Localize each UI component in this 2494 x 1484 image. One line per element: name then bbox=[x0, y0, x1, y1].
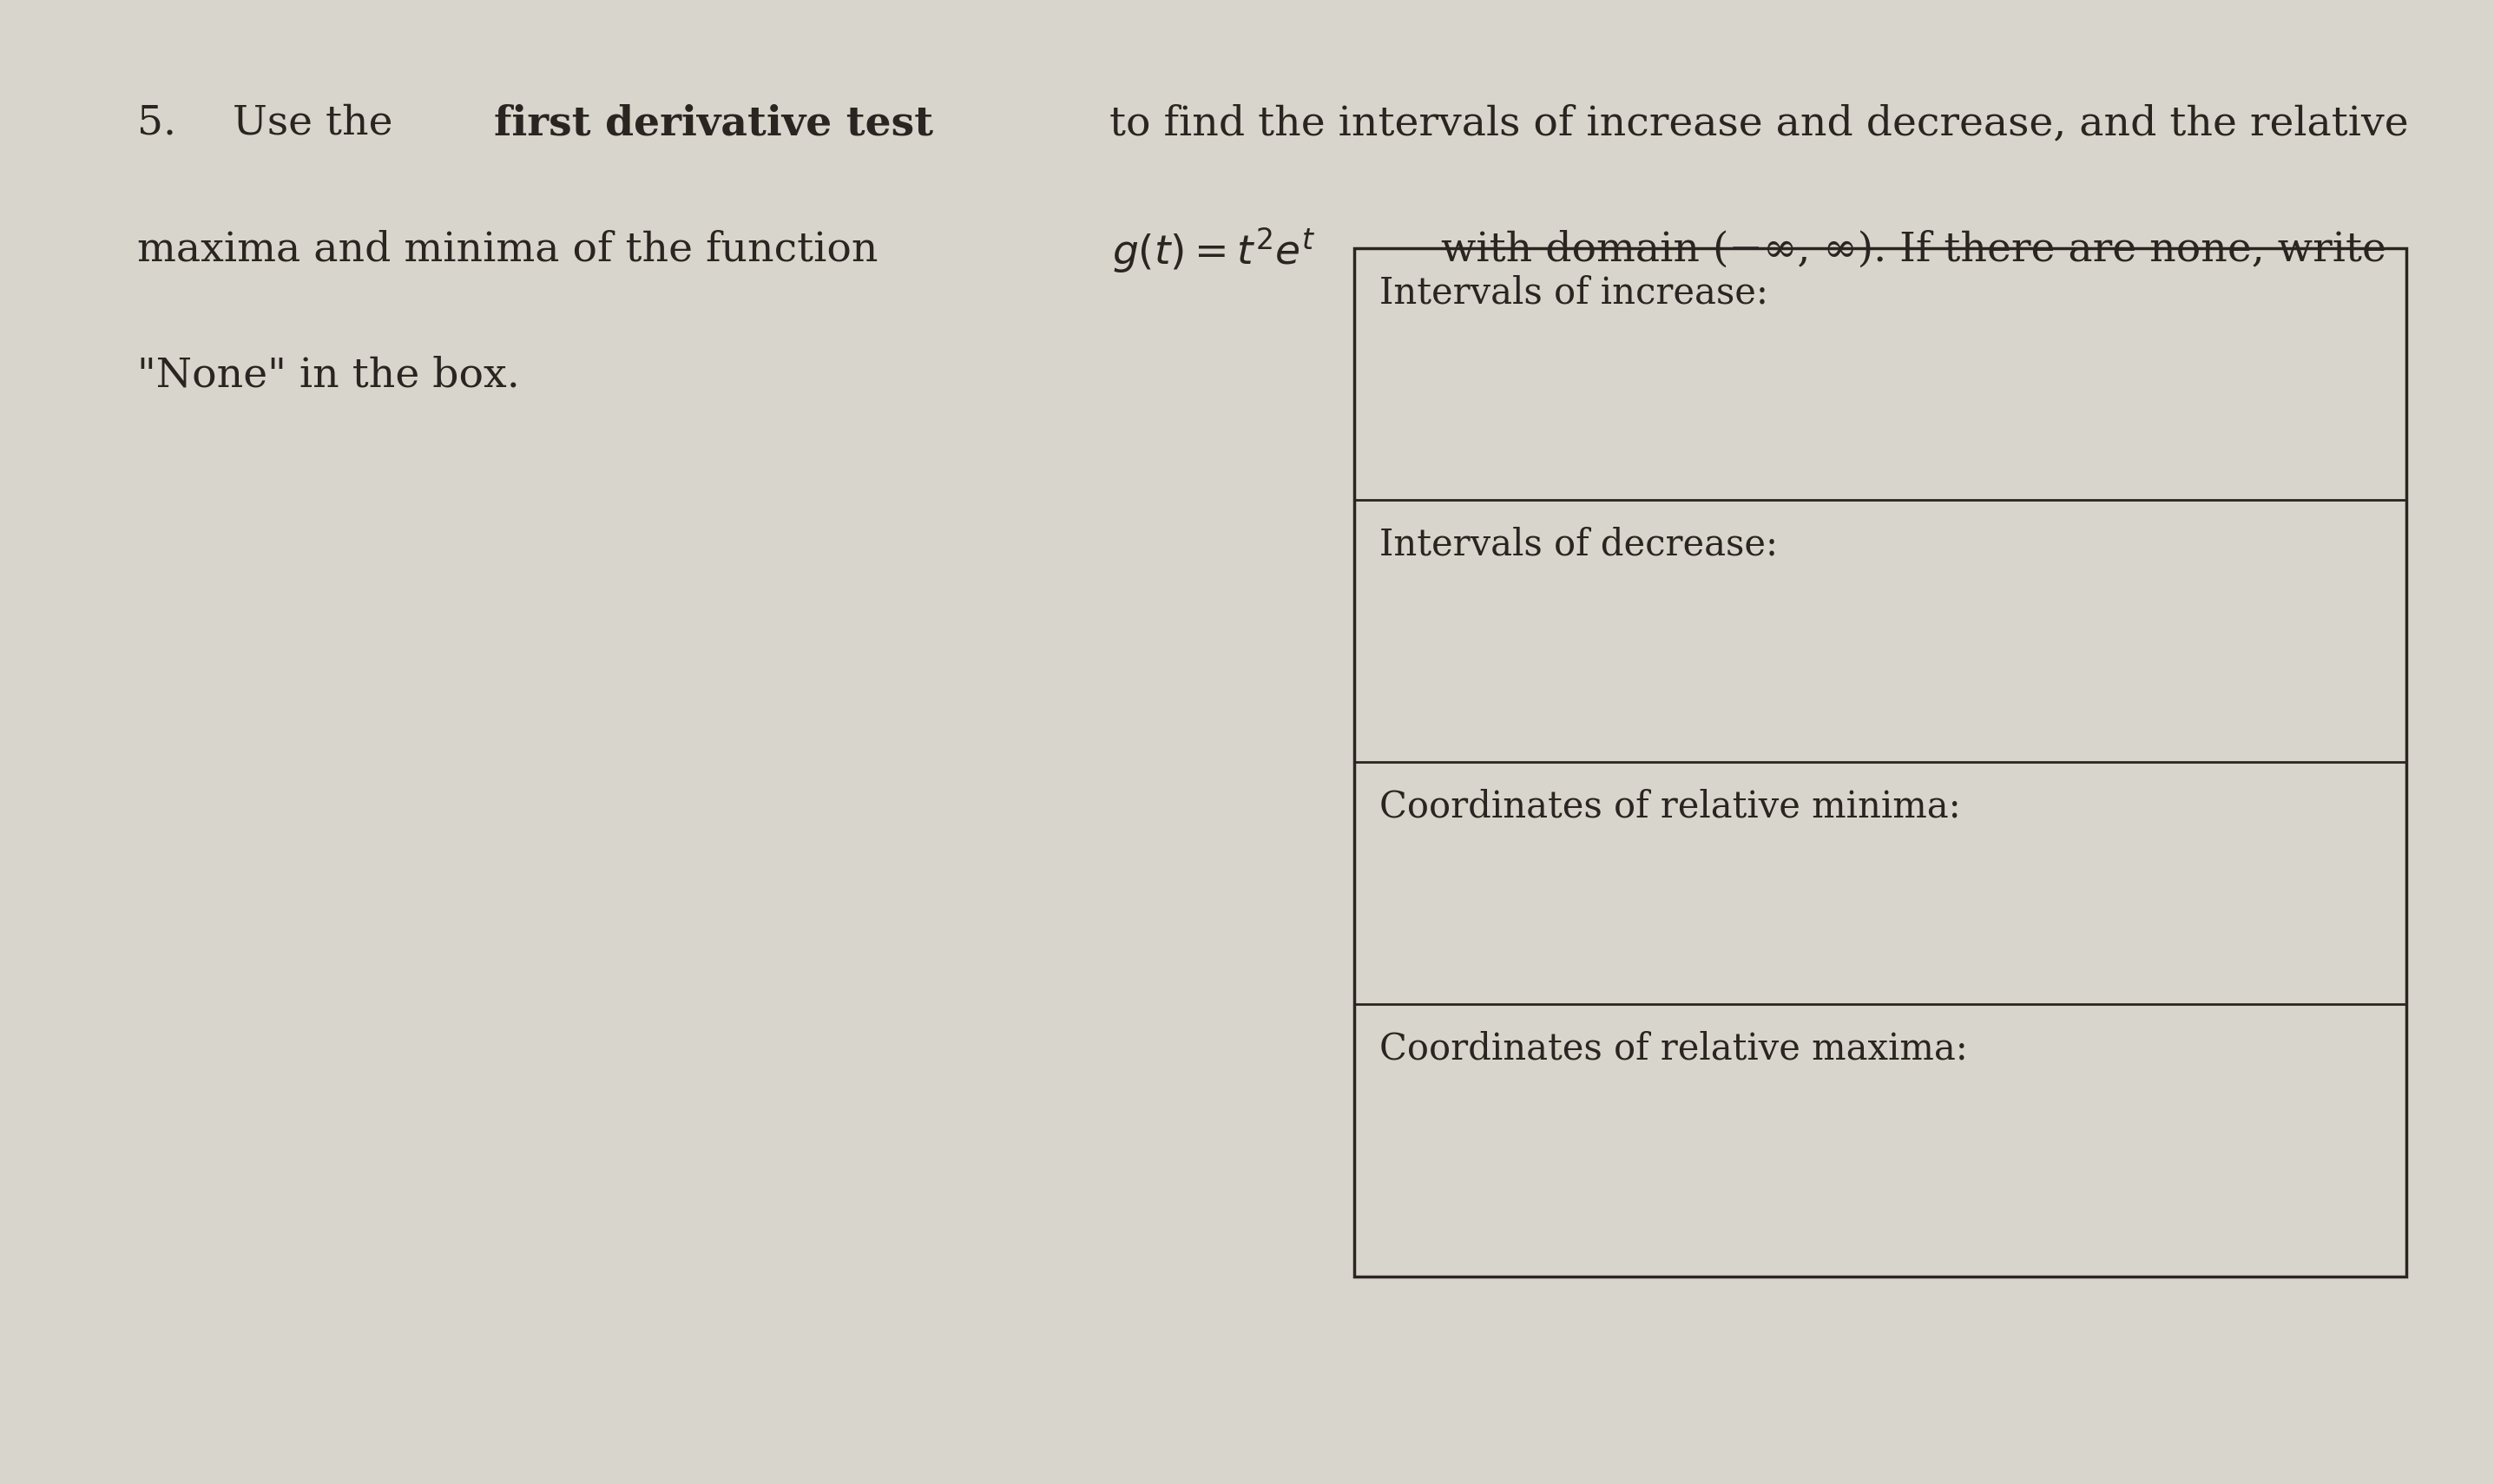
Text: Intervals of increase:: Intervals of increase: bbox=[1379, 275, 1768, 312]
Text: to find the intervals of increase and decrease, and the relative: to find the intervals of increase and de… bbox=[1097, 104, 2409, 142]
Text: Use the: Use the bbox=[207, 104, 407, 142]
Text: "None" in the box.: "None" in the box. bbox=[137, 356, 519, 395]
Text: Coordinates of relative minima:: Coordinates of relative minima: bbox=[1379, 789, 1960, 825]
Text: Coordinates of relative maxima:: Coordinates of relative maxima: bbox=[1379, 1030, 1968, 1067]
Text: first derivative test: first derivative test bbox=[494, 104, 933, 144]
Text: Intervals of decrease:: Intervals of decrease: bbox=[1379, 527, 1778, 562]
Bar bbox=[1354, 248, 2407, 1276]
Text: $g(t)=t^2e^t$: $g(t)=t^2e^t$ bbox=[1112, 226, 1317, 275]
Text: maxima and minima of the function: maxima and minima of the function bbox=[137, 230, 890, 269]
Text: 5.: 5. bbox=[137, 104, 177, 142]
Text: with domain (−∞, ∞). If there are none, write: with domain (−∞, ∞). If there are none, … bbox=[1427, 230, 2387, 269]
